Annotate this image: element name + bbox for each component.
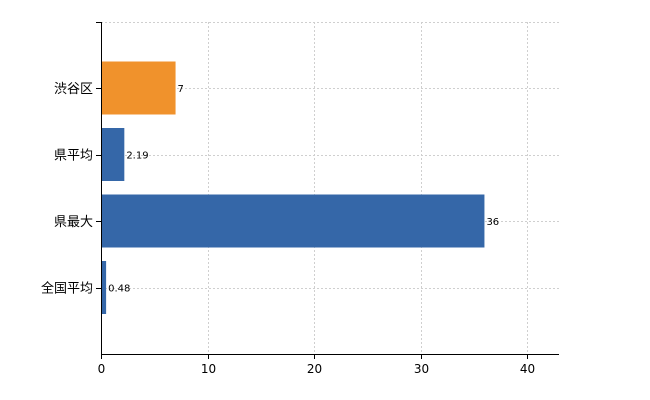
bar [101,261,107,314]
category-label: 渋谷区 [54,82,93,97]
bar-value-label: 7 [178,84,184,95]
axes [96,22,559,359]
category-label: 県最大 [54,215,93,230]
bar [101,194,485,248]
bar-value-label: 0.48 [108,284,130,295]
bar [101,128,125,181]
x-tick-label: 40 [520,362,535,376]
x-tick-label: 10 [201,362,216,376]
x-tick-label: 0 [98,362,106,376]
category-label: 全国平均 [41,281,93,297]
bar [101,61,176,115]
category-label: 県平均 [54,149,93,164]
bars [101,61,485,314]
bar-value-label: 2.19 [126,151,148,162]
labels: 0 10 20 30 40 7 渋谷区 2.19 県平均 36 県最大 0.48 全国平均 [41,82,535,376]
x-tick-label: 20 [307,362,322,376]
bar-value-label: 36 [486,217,499,228]
x-tick-label: 30 [414,362,429,376]
